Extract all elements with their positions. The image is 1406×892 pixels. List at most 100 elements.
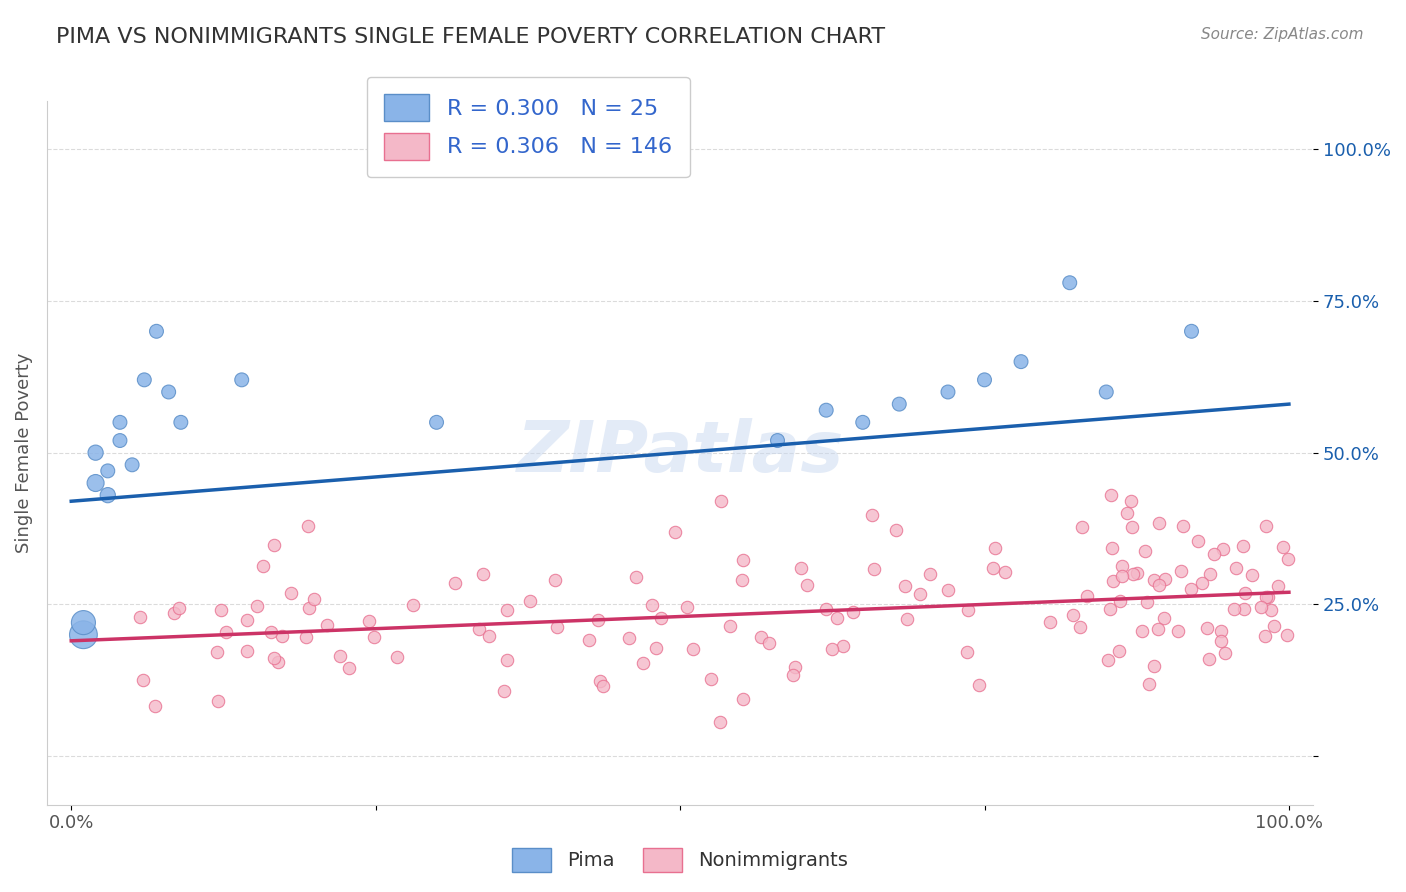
Point <box>72 628 94 642</box>
Point <box>758 636 780 650</box>
Point <box>1108 644 1130 658</box>
Point <box>267 655 290 669</box>
Point <box>108 434 131 448</box>
Point <box>1111 569 1133 583</box>
Point <box>1108 594 1130 608</box>
Point <box>894 579 917 593</box>
Point <box>1198 652 1220 666</box>
Point <box>1071 520 1094 534</box>
Point <box>920 567 942 582</box>
Point <box>1122 567 1144 582</box>
Point <box>1260 603 1282 617</box>
Point <box>1199 567 1222 582</box>
Point <box>1212 542 1234 557</box>
Point <box>157 384 180 399</box>
Point <box>357 615 380 629</box>
Point <box>860 508 883 523</box>
Point <box>1225 561 1247 575</box>
Point <box>387 649 409 664</box>
Point <box>790 561 813 575</box>
Point <box>592 679 614 693</box>
Point <box>363 631 385 645</box>
Point <box>163 606 186 620</box>
Point <box>884 523 907 537</box>
Point <box>1257 590 1279 604</box>
Point <box>263 538 285 552</box>
Point <box>1272 540 1295 554</box>
Point <box>252 558 274 573</box>
Text: ZIPatlas: ZIPatlas <box>516 418 844 487</box>
Point <box>1223 602 1246 616</box>
Point <box>1277 552 1299 566</box>
Point <box>973 373 995 387</box>
Point <box>129 609 152 624</box>
Point <box>815 403 838 417</box>
Point <box>984 541 1007 555</box>
Point <box>471 566 494 581</box>
Point <box>546 619 568 633</box>
Point <box>1149 516 1171 530</box>
Point <box>134 373 156 387</box>
Point <box>167 601 190 615</box>
Point <box>896 612 918 626</box>
Point <box>496 603 519 617</box>
Point <box>641 598 664 612</box>
Point <box>145 324 167 338</box>
Point <box>84 476 107 491</box>
Point <box>733 553 755 567</box>
Point <box>718 619 741 633</box>
Point <box>700 672 723 686</box>
Point <box>1209 633 1232 648</box>
Point <box>1099 488 1122 502</box>
Point <box>402 598 425 612</box>
Point <box>664 524 686 539</box>
Y-axis label: Single Female Poverty: Single Female Poverty <box>15 352 32 553</box>
Point <box>280 586 302 600</box>
Point <box>1232 539 1254 553</box>
Point <box>297 600 319 615</box>
Point <box>1233 602 1256 616</box>
Point <box>84 445 107 459</box>
Point <box>1115 507 1137 521</box>
Point <box>1097 653 1119 667</box>
Point <box>425 415 447 429</box>
Point <box>1121 520 1143 534</box>
Point <box>1180 324 1202 338</box>
Point <box>617 632 640 646</box>
Point <box>1069 620 1091 634</box>
Point <box>1039 615 1062 630</box>
Point <box>1263 619 1285 633</box>
Point <box>494 684 516 698</box>
Point <box>1147 622 1170 636</box>
Point <box>1062 608 1084 623</box>
Point <box>749 631 772 645</box>
Point <box>936 384 959 399</box>
Point <box>1095 384 1118 399</box>
Point <box>994 566 1017 580</box>
Point <box>1213 646 1236 660</box>
Point <box>467 622 489 636</box>
Point <box>862 562 884 576</box>
Point <box>782 668 804 682</box>
Point <box>889 397 911 411</box>
Point <box>1180 582 1202 597</box>
Point <box>1119 494 1142 508</box>
Point <box>72 615 94 630</box>
Point <box>957 602 980 616</box>
Point <box>1143 573 1166 587</box>
Point <box>519 594 541 608</box>
Point <box>246 599 269 614</box>
Point <box>132 673 155 687</box>
Point <box>1204 547 1226 561</box>
Point <box>121 458 143 472</box>
Point <box>624 569 647 583</box>
Point <box>908 587 931 601</box>
Text: PIMA VS NONIMMIGRANTS SINGLE FEMALE POVERTY CORRELATION CHART: PIMA VS NONIMMIGRANTS SINGLE FEMALE POVE… <box>56 27 886 46</box>
Point <box>316 618 339 632</box>
Point <box>207 694 229 708</box>
Point <box>236 613 259 627</box>
Point <box>1191 576 1213 591</box>
Point <box>108 415 131 429</box>
Point <box>1130 624 1153 639</box>
Point <box>710 494 733 508</box>
